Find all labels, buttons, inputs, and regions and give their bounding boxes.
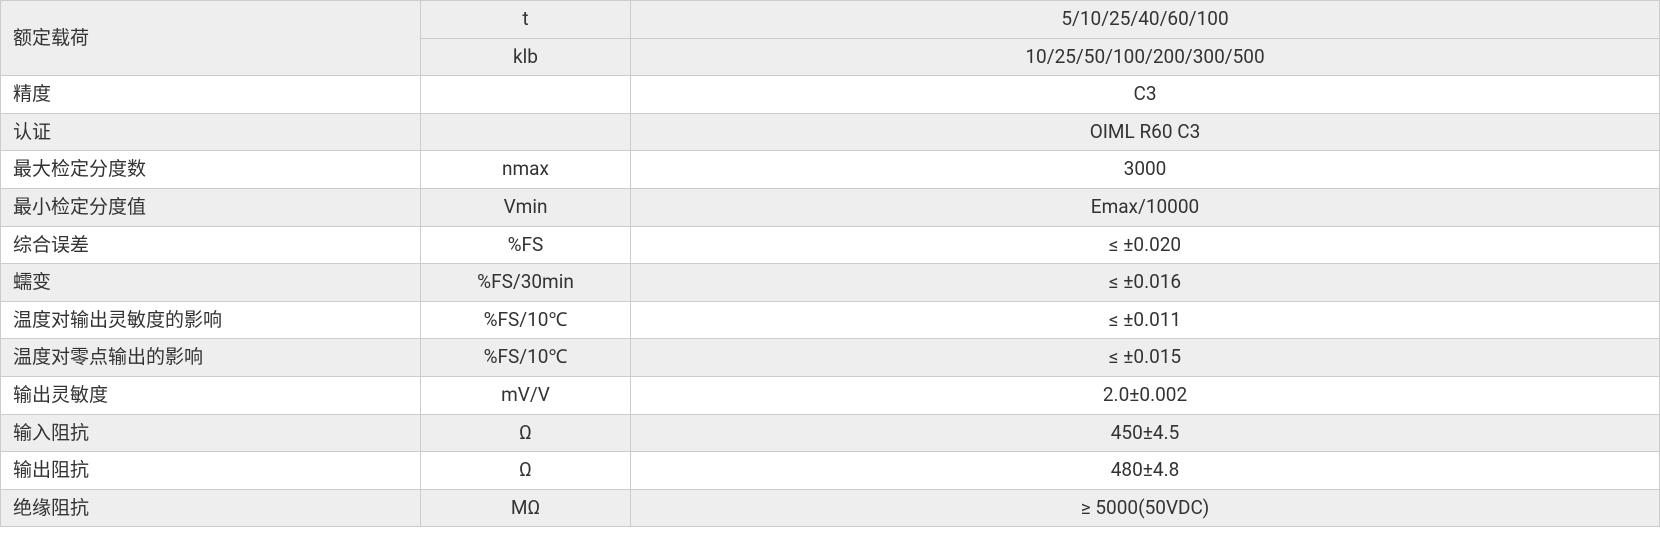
row-label: 温度对输出灵敏度的影响: [1, 301, 421, 339]
row-label: 输入阻抗: [1, 414, 421, 452]
row-value: ≤ ±0.011: [631, 301, 1660, 339]
row-unit: nmax: [421, 151, 631, 189]
table-row: 输出阻抗 Ω 480±4.8: [1, 452, 1660, 490]
row-value: 450±4.5: [631, 414, 1660, 452]
row-value: 2.0±0.002: [631, 376, 1660, 414]
row-value: 3000: [631, 151, 1660, 189]
table-row: 蠕变 %FS/30min ≤ ±0.016: [1, 264, 1660, 302]
table-row: 最小检定分度值 Vmin Emax/10000: [1, 188, 1660, 226]
specs-table: 额定载荷 t 5/10/25/40/60/100 klb 10/25/50/10…: [0, 0, 1660, 527]
row-unit: %FS/10℃: [421, 301, 631, 339]
row-unit: Vmin: [421, 188, 631, 226]
row-label: 输出阻抗: [1, 452, 421, 490]
row-label: 蠕变: [1, 264, 421, 302]
table-row: 绝缘阻抗 MΩ ≥ 5000(50VDC): [1, 489, 1660, 527]
table-row: 输入阻抗 Ω 450±4.5: [1, 414, 1660, 452]
table-row: 认证 OIML R60 C3: [1, 113, 1660, 151]
row-label: 综合误差: [1, 226, 421, 264]
row-unit: mV/V: [421, 376, 631, 414]
row-value: Emax/10000: [631, 188, 1660, 226]
table-row: 综合误差 %FS ≤ ±0.020: [1, 226, 1660, 264]
row-value: C3: [631, 76, 1660, 114]
table-row: 温度对零点输出的影响 %FS/10℃ ≤ ±0.015: [1, 339, 1660, 377]
table-row: 精度 C3: [1, 76, 1660, 114]
rated-load-value-1: 5/10/25/40/60/100: [631, 1, 1660, 39]
row-value: ≤ ±0.020: [631, 226, 1660, 264]
rated-load-unit-1: t: [421, 1, 631, 39]
row-value: ≥ 5000(50VDC): [631, 489, 1660, 527]
row-label: 认证: [1, 113, 421, 151]
rated-load-label: 额定载荷: [1, 1, 421, 76]
row-value: ≤ ±0.015: [631, 339, 1660, 377]
row-unit: MΩ: [421, 489, 631, 527]
row-label: 输出灵敏度: [1, 376, 421, 414]
table-row: 温度对输出灵敏度的影响 %FS/10℃ ≤ ±0.011: [1, 301, 1660, 339]
table-row: 额定载荷 t 5/10/25/40/60/100: [1, 1, 1660, 39]
row-value: OIML R60 C3: [631, 113, 1660, 151]
row-value: ≤ ±0.016: [631, 264, 1660, 302]
row-label: 最大检定分度数: [1, 151, 421, 189]
row-unit: Ω: [421, 414, 631, 452]
row-unit: %FS/30min: [421, 264, 631, 302]
row-label: 温度对零点输出的影响: [1, 339, 421, 377]
table-row: 最大检定分度数 nmax 3000: [1, 151, 1660, 189]
row-label: 绝缘阻抗: [1, 489, 421, 527]
rated-load-unit-2: klb: [421, 38, 631, 76]
row-value: 480±4.8: [631, 452, 1660, 490]
row-label: 精度: [1, 76, 421, 114]
row-unit: Ω: [421, 452, 631, 490]
table-row: 输出灵敏度 mV/V 2.0±0.002: [1, 376, 1660, 414]
row-unit: %FS/10℃: [421, 339, 631, 377]
row-unit: %FS: [421, 226, 631, 264]
row-label: 最小检定分度值: [1, 188, 421, 226]
row-unit: [421, 76, 631, 114]
row-unit: [421, 113, 631, 151]
rated-load-value-2: 10/25/50/100/200/300/500: [631, 38, 1660, 76]
